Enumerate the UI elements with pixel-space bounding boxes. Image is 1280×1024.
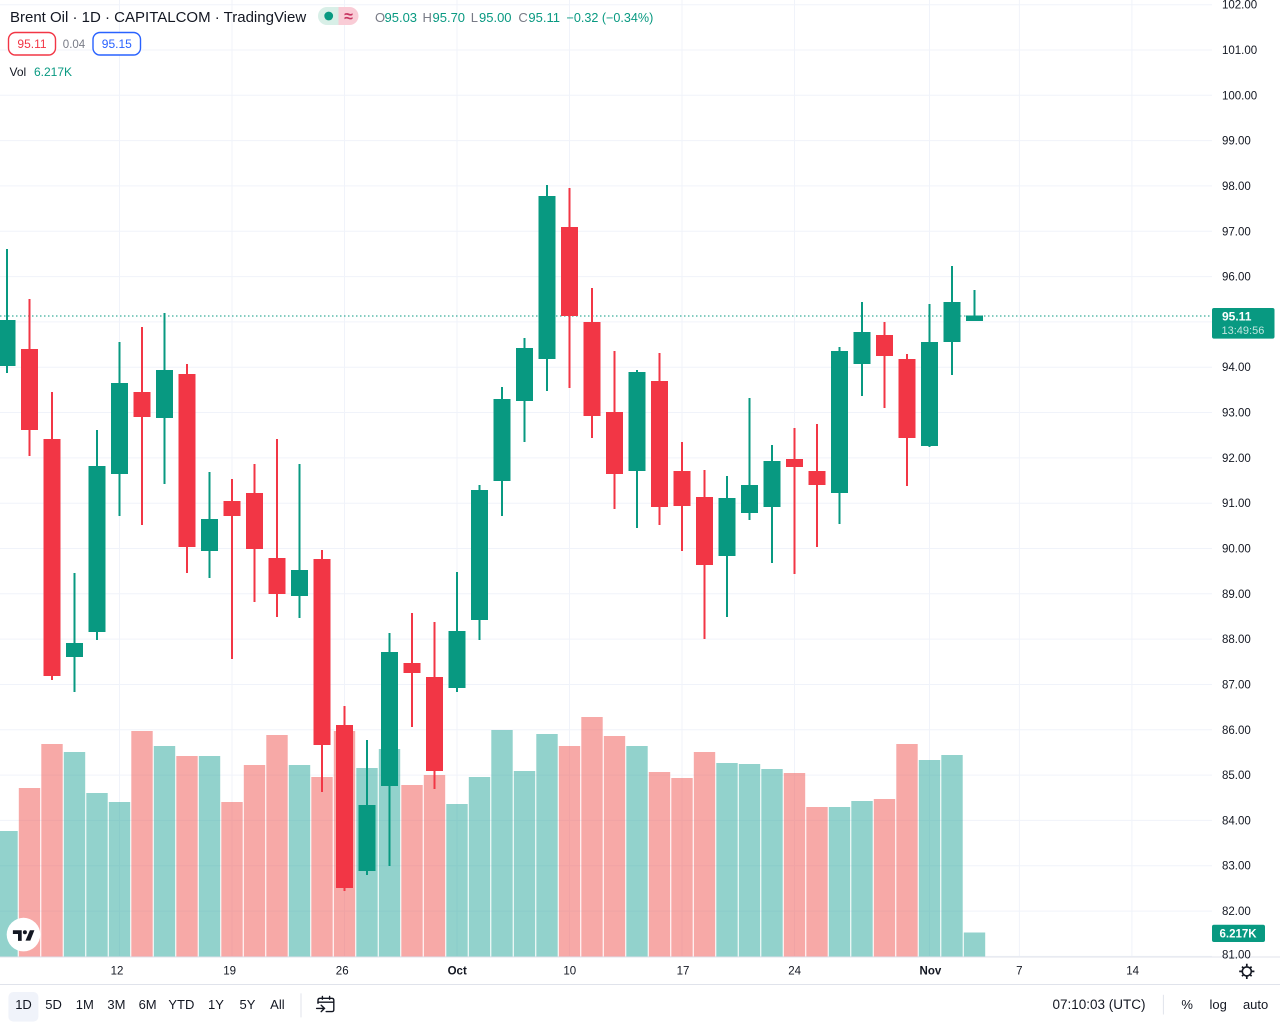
svg-text:O: O [375,10,385,25]
svg-text:07:10:03 (UTC): 07:10:03 (UTC) [1053,997,1146,1012]
svg-text:≈: ≈ [344,9,353,26]
svg-text:All: All [270,997,285,1012]
svg-text:89.00: 89.00 [1222,589,1251,601]
svg-text:17: 17 [677,966,690,978]
svg-text:82.00: 82.00 [1222,906,1251,918]
svg-text:1D: 1D [15,997,32,1012]
svg-text:1M: 1M [76,997,94,1012]
svg-text:6.217K: 6.217K [1220,929,1258,941]
svg-text:94.00: 94.00 [1222,362,1251,374]
svg-text:13:49:56: 13:49:56 [1222,325,1265,337]
svg-text:24: 24 [788,966,801,978]
svg-text:98.00: 98.00 [1222,181,1251,193]
svg-text:Oct: Oct [448,966,467,978]
svg-text:Nov: Nov [920,966,942,978]
svg-text:5Y: 5Y [240,997,256,1012]
svg-text:12: 12 [111,966,124,978]
svg-text:L: L [471,10,478,25]
svg-text:95.11: 95.11 [17,37,46,51]
svg-text:90.00: 90.00 [1222,544,1251,556]
svg-text:%: % [1181,997,1193,1012]
svg-text:19: 19 [223,966,236,978]
svg-text:Brent Oil · 1D · CAPITALCOM ·: Brent Oil · 1D · CAPITALCOM · TradingVie… [10,9,306,26]
svg-text:26: 26 [336,966,349,978]
svg-text:auto: auto [1243,997,1268,1012]
svg-text:92.00: 92.00 [1222,453,1251,465]
svg-text:3M: 3M [107,997,125,1012]
svg-text:5D: 5D [45,997,62,1012]
svg-text:6M: 6M [139,997,157,1012]
svg-text:C: C [518,10,527,25]
svg-text:102.00: 102.00 [1222,0,1257,12]
svg-text:93.00: 93.00 [1222,408,1251,420]
svg-text:10: 10 [563,966,576,978]
svg-text:95.00: 95.00 [479,10,512,25]
svg-text:−0.32 (−0.34%): −0.32 (−0.34%) [567,11,654,25]
svg-text:95.15: 95.15 [102,37,132,51]
svg-text:87.00: 87.00 [1222,680,1251,692]
svg-text:0.04: 0.04 [63,39,86,51]
svg-text:97.00: 97.00 [1222,226,1251,238]
svg-text:84.00: 84.00 [1222,815,1251,827]
svg-text:6.217K: 6.217K [34,65,72,79]
svg-text:log: log [1210,997,1227,1012]
svg-text:91.00: 91.00 [1222,498,1251,510]
svg-text:99.00: 99.00 [1222,136,1251,148]
svg-text:95.70: 95.70 [433,10,466,25]
svg-text:95.03: 95.03 [385,10,418,25]
svg-text:14: 14 [1126,966,1139,978]
svg-text:86.00: 86.00 [1222,725,1251,737]
svg-text:100.00: 100.00 [1222,90,1257,102]
svg-text:7: 7 [1016,966,1022,978]
svg-text:Vol: Vol [10,65,27,79]
svg-text:YTD: YTD [168,997,194,1012]
svg-text:96.00: 96.00 [1222,272,1251,284]
svg-text:95.11: 95.11 [528,10,560,25]
svg-text:88.00: 88.00 [1222,634,1251,646]
svg-text:1Y: 1Y [208,997,224,1012]
svg-text:83.00: 83.00 [1222,861,1251,873]
svg-text:101.00: 101.00 [1222,45,1257,57]
svg-text:85.00: 85.00 [1222,770,1251,782]
svg-text:81.00: 81.00 [1222,950,1251,962]
svg-text:H: H [423,10,432,25]
svg-text:95.11: 95.11 [1222,310,1252,324]
